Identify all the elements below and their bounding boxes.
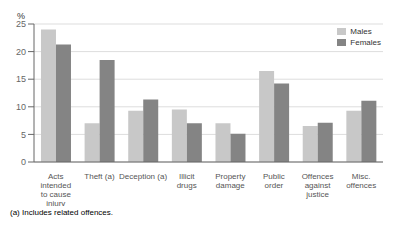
svg-text:20: 20 — [16, 47, 26, 57]
svg-text:Actsintendedto causeinjury: Actsintendedto causeinjury — [40, 172, 71, 206]
svg-text:Theft (a): Theft (a) — [84, 172, 115, 181]
svg-text:Illicitdrugs: Illicitdrugs — [177, 172, 197, 190]
svg-text:25: 25 — [16, 19, 26, 30]
svg-text:Offencesagainstjustice: Offencesagainstjustice — [302, 172, 334, 199]
svg-text:%: % — [17, 11, 25, 21]
svg-text:Deception (a): Deception (a) — [119, 172, 167, 181]
html-text:Females: Females — [350, 38, 381, 47]
html-text:Males: Males — [350, 27, 372, 36]
svg-text:0: 0 — [21, 157, 26, 167]
svg-text:5: 5 — [21, 130, 26, 140]
svg-text:10: 10 — [16, 102, 26, 112]
html-text:(a) Includes related offences.: (a) Includes related offences. — [10, 208, 113, 217]
svg-text:Publicorder: Publicorder — [263, 172, 285, 190]
svg-text:15: 15 — [16, 74, 26, 84]
svg-text:Misc.offences: Misc.offences — [346, 172, 376, 190]
svg-text:Propertydamage: Propertydamage — [215, 172, 245, 190]
